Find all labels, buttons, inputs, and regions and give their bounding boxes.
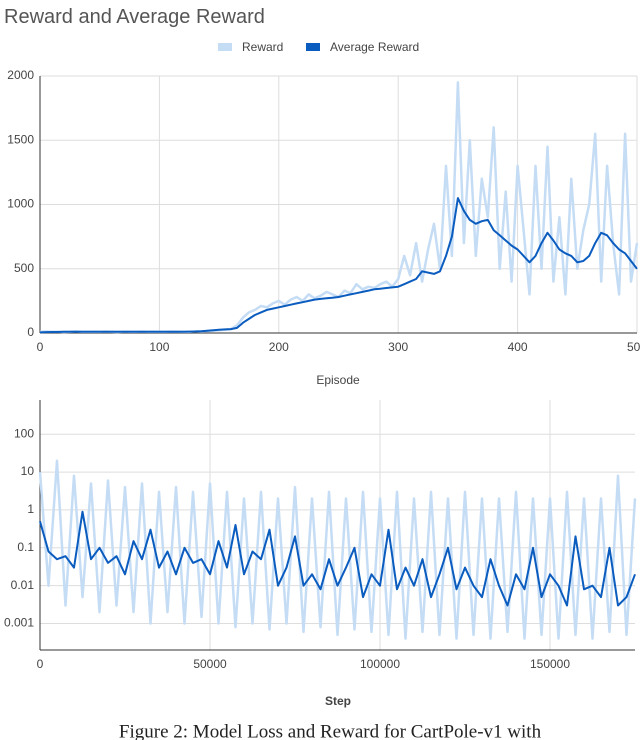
y-tick-label: 100 [14,426,34,440]
y-tick-label: 1 [27,502,34,516]
x-tick-label: 500 [627,340,640,354]
series-line [39,81,639,334]
legend-label: Average Reward [330,40,419,54]
x-tick-label: 150000 [530,657,570,671]
legend-swatch [218,43,232,51]
x-axis-label: Step [325,694,351,708]
y-tick-label: 500 [14,261,34,275]
chart-title: Reward and Average Reward [4,6,265,28]
caption: Figure 2: Model Loss and Reward for Cart… [119,721,542,740]
y-tick-label: 1500 [7,132,34,146]
x-tick-label: 0 [37,657,44,671]
legend-label: Reward [242,40,283,54]
y-tick-label: 1000 [7,197,34,211]
x-tick-label: 0 [37,340,44,354]
y-tick-label: 0.001 [4,616,34,630]
series-line [39,510,636,607]
y-tick-label: 0.1 [17,540,34,554]
y-tick-label: 0 [27,325,34,339]
x-tick-label: 300 [388,340,408,354]
x-tick-label: 100 [149,340,169,354]
y-tick-label: 10 [21,464,35,478]
x-axis-label: Episode [316,373,360,387]
series-line [39,197,638,334]
x-tick-label: 50000 [193,657,227,671]
legend-swatch [306,43,320,51]
y-tick-label: 0.01 [11,578,35,592]
series-line [38,459,637,640]
x-tick-label: 100000 [360,657,400,671]
y-tick-label: 2000 [7,68,34,82]
x-tick-label: 200 [269,340,289,354]
x-tick-label: 400 [508,340,528,354]
